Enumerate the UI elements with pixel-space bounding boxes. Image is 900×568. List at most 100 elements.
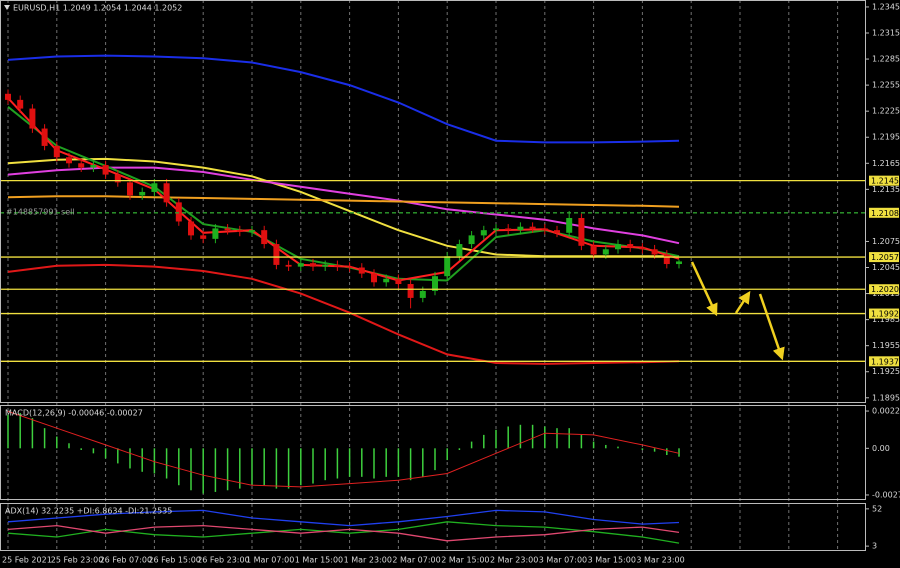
y-tick-label: 1.2255: [872, 81, 900, 90]
candle-body: [127, 182, 133, 196]
candle-body: [17, 99, 24, 109]
panel-frame: [0, 0, 866, 403]
x-tick-label: 1 Mar 07:00: [246, 556, 294, 565]
candle-body: [493, 228, 499, 231]
price-label: 1.2020: [871, 285, 899, 294]
candle-body: [505, 228, 512, 231]
y-tick-label: 1.2285: [872, 55, 900, 64]
x-tick-label: 2 Mar 23:00: [490, 556, 538, 565]
candle-body: [444, 256, 451, 277]
y-tick-label: 1.1985: [872, 315, 900, 324]
candle-body: [639, 247, 646, 250]
candle-body: [480, 230, 487, 236]
y-tick-label: 1.1895: [872, 393, 900, 402]
candle-body: [114, 174, 121, 183]
x-tick-label: 26 Feb 07:00: [100, 556, 152, 565]
price-label-box: [869, 284, 899, 295]
candle-body: [517, 226, 524, 231]
x-tick-label: 3 Mar 15:00: [588, 556, 636, 565]
candle-body: [554, 230, 560, 233]
arrow: [690, 261, 718, 317]
candle-body: [224, 228, 231, 231]
y-tick-label: 1.2195: [872, 133, 900, 142]
menu-triangle: [4, 5, 10, 10]
y-tick-label: 1.2045: [872, 263, 900, 272]
y-tick-label: 3: [872, 542, 877, 551]
candle-body: [53, 145, 60, 158]
candle-body: [627, 244, 634, 248]
x-tick-label: 26 Feb 23:00: [197, 556, 249, 565]
candle-body: [5, 93, 11, 100]
adx-panel: 52 3 ADX(14) 32.2235 +DI:6.8634 -DI:21.253…: [5, 504, 882, 550]
candle-body: [676, 261, 682, 265]
x-tick-label: 3 Mar 23:00: [636, 556, 684, 565]
y-tick-label: 1.1955: [872, 341, 900, 350]
candle-body: [322, 264, 329, 267]
macd-panel: 0.00222 0.00 -0.00278 MACD(12,26,9) -0.0004…: [5, 407, 900, 500]
candle-body: [102, 165, 109, 175]
candle-body: [663, 254, 670, 265]
forecast-arrows: [690, 261, 785, 361]
candle-body: [578, 218, 585, 246]
arrow: [734, 290, 751, 314]
candle-body: [273, 244, 280, 265]
candle-body: [261, 230, 268, 245]
grid: [7, 0, 839, 551]
indicator-line: [7, 524, 680, 542]
indicator-line: [7, 195, 680, 208]
candle-body: [285, 264, 292, 267]
candle-body: [41, 128, 48, 146]
y-tick-label: 52: [872, 504, 882, 513]
candle-body: [566, 218, 573, 233]
y-tick-label: 0.00: [872, 444, 890, 453]
x-tick-label: 3 Mar 07:00: [539, 556, 587, 565]
candle-body: [297, 263, 304, 267]
price-label-box: [869, 175, 899, 186]
candle-body: [602, 249, 609, 255]
price-label-box: [869, 207, 899, 218]
indicator-line: [7, 166, 680, 245]
candle-body: [371, 273, 377, 283]
y-tick-label: -0.00278: [872, 490, 900, 499]
candle-body: [383, 278, 390, 283]
candle-body: [358, 267, 365, 274]
candle-body: [29, 108, 36, 129]
candle-body: [468, 235, 475, 245]
candle-body: [200, 235, 207, 239]
candle-body: [249, 230, 255, 232]
candle-body: [78, 163, 85, 168]
candle-body: [541, 228, 548, 231]
candle-body: [346, 266, 353, 268]
candle-body: [590, 245, 597, 255]
candle-body: [419, 290, 426, 298]
price-label: 1.1937: [871, 357, 899, 366]
arrow: [758, 293, 785, 361]
panel-title: ADX(14) 32.2235 +DI:6.8634 -DI:21.2535: [5, 507, 172, 516]
indicator-line: [7, 263, 680, 365]
order-label: #148857991 sell: [6, 207, 75, 216]
x-tick-label: 2 Mar 07:00: [392, 556, 440, 565]
panel-frame: [0, 503, 866, 551]
price-label-box: [869, 356, 899, 367]
candle-body: [651, 249, 658, 255]
indicator-line: [7, 157, 679, 258]
y-tick-label: 1.2165: [872, 159, 900, 168]
candle-body: [432, 276, 438, 291]
candle-body: [66, 157, 72, 164]
price-label: 1.2108: [871, 209, 899, 218]
y-tick-label: 1.2315: [872, 29, 900, 38]
candle-body: [188, 221, 194, 236]
signal-line: [7, 410, 680, 488]
indicator-line: [7, 54, 680, 144]
candle-body: [163, 183, 170, 203]
x-tick-label: 26 Feb 15:00: [148, 556, 200, 565]
candle-body: [334, 264, 341, 267]
y-tick-label: 0.00222: [872, 407, 900, 416]
y-tick-label: 1.2345: [872, 2, 900, 11]
y-tick-label: 1.2075: [872, 237, 900, 246]
price-label: 1.2145: [871, 177, 899, 186]
candle-body: [310, 263, 316, 267]
